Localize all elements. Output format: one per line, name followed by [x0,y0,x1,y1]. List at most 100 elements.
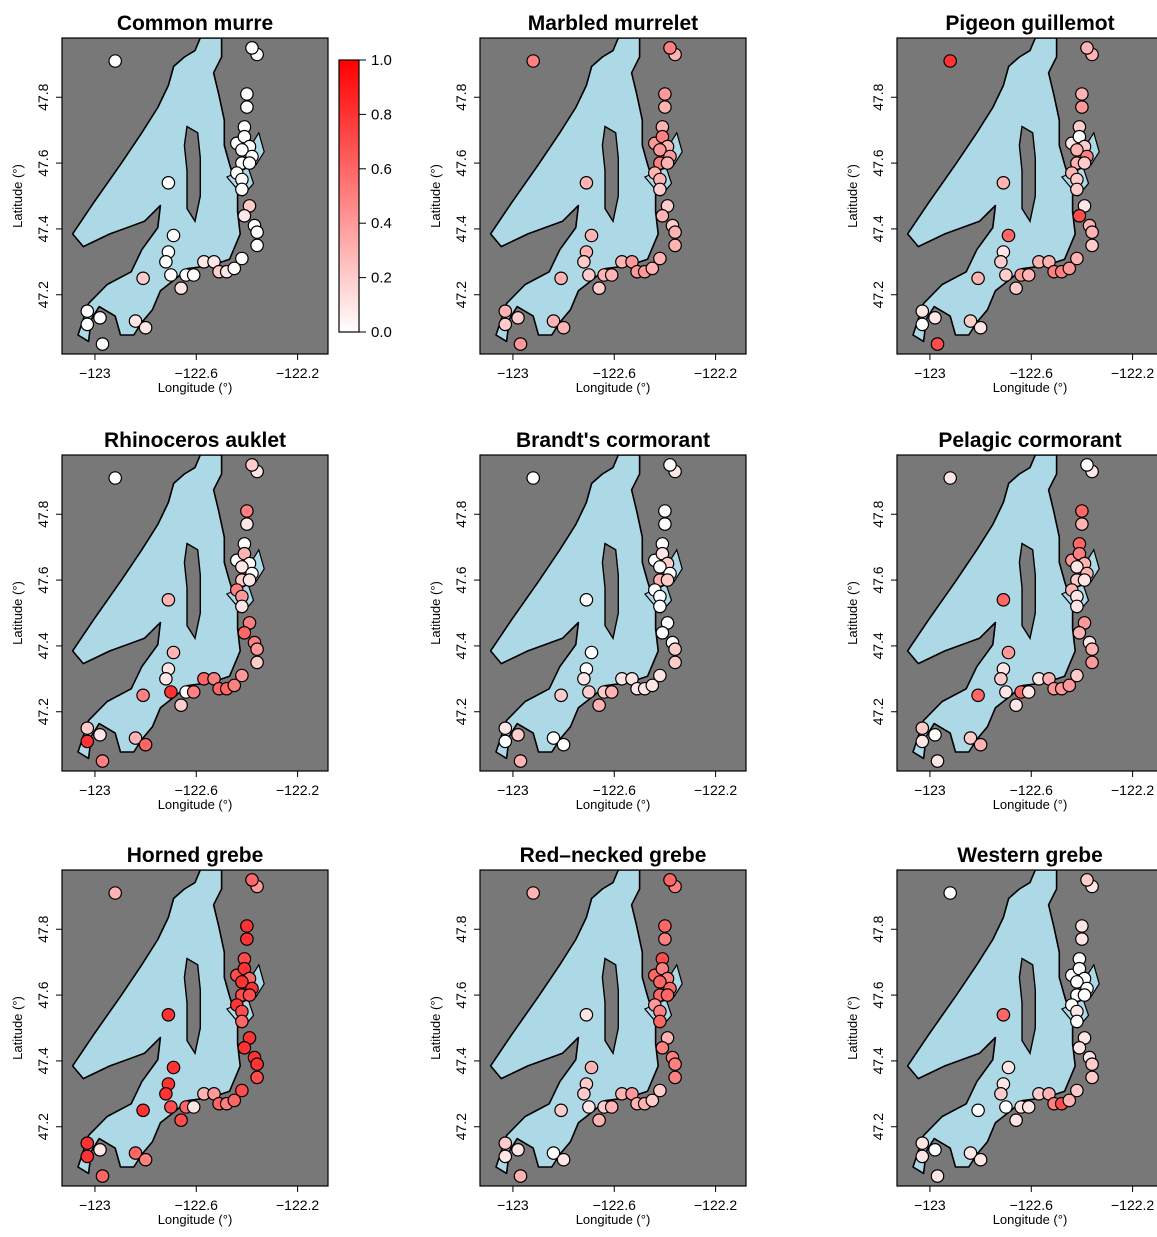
site-marker [943,54,957,68]
site-marker [582,268,596,282]
site-marker [186,1100,201,1114]
site-marker [963,731,978,745]
site-marker [511,1143,525,1157]
site-marker [963,1146,978,1160]
site-markers [915,458,1099,768]
map-panel: Horned grebe −123 −122.6 −122.2 Longitude (°… [10,844,329,1227]
island [601,957,619,1056]
site-marker [95,1169,110,1183]
map-area [897,38,1157,354]
map-area [480,870,746,1186]
island [183,957,202,1056]
site-marker [1070,182,1084,197]
y-tick-label: 47.2 [453,698,469,725]
site-marker [242,573,257,587]
site-marker [235,599,249,614]
site-marker [645,1093,660,1108]
site-marker [164,268,178,282]
site-marker [93,727,107,742]
plot-frame [479,869,747,1187]
site-marker [240,87,254,101]
site-marker [1021,685,1036,699]
y-tick-label: 47.8 [870,915,886,942]
map-panel: Brandt's cormorant −123 −122.6 −122.2 Longit… [428,429,747,812]
site-marker [554,1103,568,1118]
site-marker [108,886,122,900]
x-tick-label: −122.2 [1111,1197,1154,1213]
site-marker [108,471,122,485]
site-marker [227,678,242,693]
site-marker [1080,873,1094,887]
site-marker [653,143,667,157]
site-marker [592,281,606,295]
site-marker [658,100,672,114]
site-marker [1085,655,1099,670]
site-marker [546,314,561,328]
site-marker [136,271,150,286]
panel-title: Red–necked grebe [520,844,707,867]
site-marker [166,1060,181,1075]
y-axis-label: Latitude (°) [428,996,443,1060]
site-marker [668,642,682,656]
site-marker [928,1143,942,1157]
site-marker [166,228,181,243]
site-marker [655,209,670,223]
site-marker [1072,209,1087,223]
site-marker [240,919,254,933]
site-marker [245,873,259,887]
x-tick-label: −123 [79,365,111,381]
map-area [480,38,746,354]
site-marker [994,671,1008,686]
site-marker [660,573,675,587]
panel-title: Horned grebe [127,844,264,867]
y-tick-label: 47.4 [453,632,469,659]
site-marker [138,737,153,752]
site-marker [95,754,110,768]
site-marker [1077,156,1092,170]
y-tick-label: 47.2 [35,1113,51,1140]
y-tick-label: 47.6 [453,566,469,593]
y-tick-label: 47.4 [870,632,886,659]
x-tick-label: −122.2 [1111,782,1154,798]
x-axis-label: Longitude (°) [576,1212,651,1227]
site-marker [1070,599,1084,614]
site-marker [1075,919,1089,933]
plot-frame [61,869,329,1187]
panel-title: Brandt's cormorant [516,429,710,452]
site-marker [159,1087,173,1101]
site-marker [1001,228,1016,243]
x-tick-label: −122.2 [694,782,737,798]
map-area [480,455,746,771]
site-marker [994,254,1008,269]
site-marker [174,281,188,295]
site-marker [655,1041,670,1055]
y-axis-label: Latitude (°) [845,996,860,1060]
site-marker [584,228,599,243]
site-marker [93,1143,107,1157]
site-marker [235,251,249,266]
site-marker [513,337,528,351]
site-marker [138,1152,153,1167]
site-marker [128,1146,143,1160]
site-marker [930,1169,945,1183]
site-marker [1062,1093,1077,1108]
site-marker [915,1136,930,1150]
y-axis-label: Latitude (°) [845,164,860,228]
panel-title: Pelagic cormorant [938,429,1121,452]
site-marker [915,304,930,318]
y-axis-label: Latitude (°) [428,581,443,645]
x-tick-label: −122.6 [175,365,218,381]
site-marker [1080,41,1094,55]
site-marker [128,731,143,745]
x-tick-label: −122.2 [1111,365,1154,381]
plot-frame [896,37,1157,355]
site-marker [668,655,682,670]
site-marker [928,727,942,742]
site-marker [556,737,571,752]
site-marker [250,655,264,670]
site-marker [658,504,672,518]
y-tick-label: 47.8 [870,83,886,110]
site-marker [1072,625,1087,640]
site-marker [526,54,540,68]
island [183,542,202,641]
